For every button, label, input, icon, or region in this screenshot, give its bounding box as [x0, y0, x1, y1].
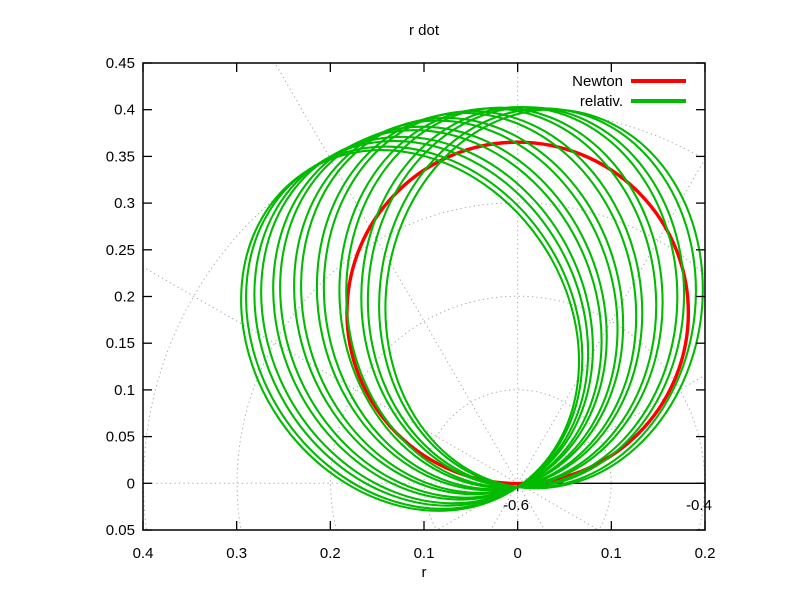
- inner-axis-tick-label: -0.4: [686, 497, 712, 514]
- inner-axis-tick-label: -0.6: [503, 497, 529, 514]
- data-series: [240, 106, 704, 512]
- series-relativ-loop: [384, 108, 704, 490]
- legend-label-newton: Newton: [572, 73, 623, 90]
- y-tick-label: 0.3: [114, 195, 135, 212]
- y-tick-label: 0.05: [106, 429, 135, 446]
- y-tick-label: 0.1: [114, 382, 135, 399]
- grid-radial-line: [517, 157, 705, 484]
- grid-radial-line: [517, 482, 600, 530]
- legend: Newton relativ.: [572, 73, 686, 110]
- x-tick-label: 0.3: [226, 545, 247, 562]
- y-tick-label: 0.2: [114, 289, 135, 306]
- legend-label-relativ: relativ.: [580, 93, 623, 110]
- grid-radial-line: [517, 483, 546, 530]
- grid-radial-line: [490, 483, 519, 530]
- series-relativ-loop: [360, 106, 679, 489]
- grid-radial-line: [143, 266, 518, 484]
- x-tick-label: 0.2: [320, 545, 341, 562]
- y-tick-label: 0.25: [106, 242, 135, 259]
- grid-radial-line: [274, 63, 519, 484]
- plot-border: [142, 62, 706, 531]
- y-tick-label: 0.4: [114, 102, 135, 119]
- x-axis-label: r: [422, 564, 427, 581]
- x-tick-label: 0.4: [133, 545, 154, 562]
- grid-circle: [143, 108, 705, 530]
- grid-radial-line: [435, 482, 518, 530]
- x-tick-label: 0.1: [414, 545, 435, 562]
- x-tick-label: 0: [513, 545, 521, 562]
- chart-title: r dot: [409, 22, 440, 39]
- series-relativ-loop: [240, 149, 581, 512]
- y-tick-label: 0.35: [106, 148, 135, 165]
- x-tick-label: 0.2: [695, 545, 716, 562]
- y-tick-label: 0: [127, 475, 135, 492]
- axis-tick-labels: 0.4 0.3 0.2 0.1 0 0.1 0.2 0.05 0 0.05 0.1 0.15 0.2 0.…: [106, 55, 716, 562]
- y-tick-label: 0.05: [106, 522, 135, 539]
- y-tick-label: 0.45: [106, 55, 135, 72]
- x-tick-label: 0.1: [601, 545, 622, 562]
- y-tick-label: 0.15: [106, 335, 135, 352]
